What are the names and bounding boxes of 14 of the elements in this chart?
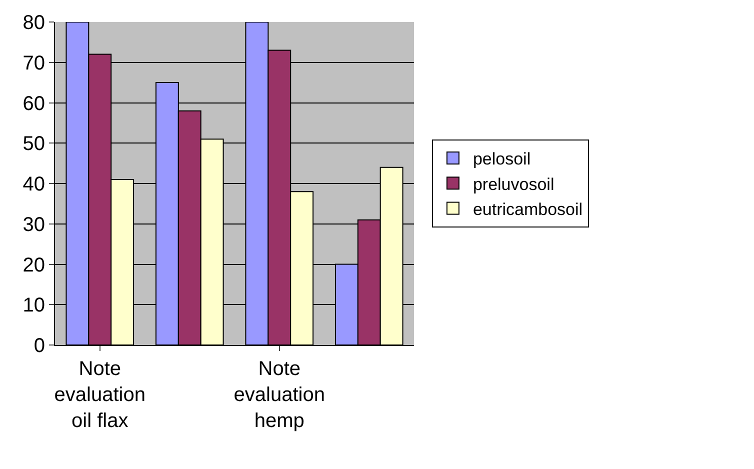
legend-label: pelosoil <box>472 150 531 169</box>
legend-label: eutricambosoil <box>472 200 583 219</box>
x-tick-label: Note evaluation hemp <box>234 358 325 432</box>
y-tick-label: 0 <box>34 335 45 357</box>
y-tick-label: 70 <box>22 52 45 74</box>
y-tick-label: 20 <box>22 254 45 276</box>
y-tick-label: 10 <box>22 294 45 317</box>
y-tick-label: 30 <box>22 214 45 236</box>
y-tick-label: 50 <box>22 133 45 156</box>
x-tick-label: Note evaluation oil flax <box>54 358 146 432</box>
y-tick-label: 40 <box>22 174 45 196</box>
y-tick-label: 80 <box>22 12 45 34</box>
legend-label: preluvosoil <box>472 174 554 194</box>
y-tick-label: 60 <box>22 92 45 115</box>
